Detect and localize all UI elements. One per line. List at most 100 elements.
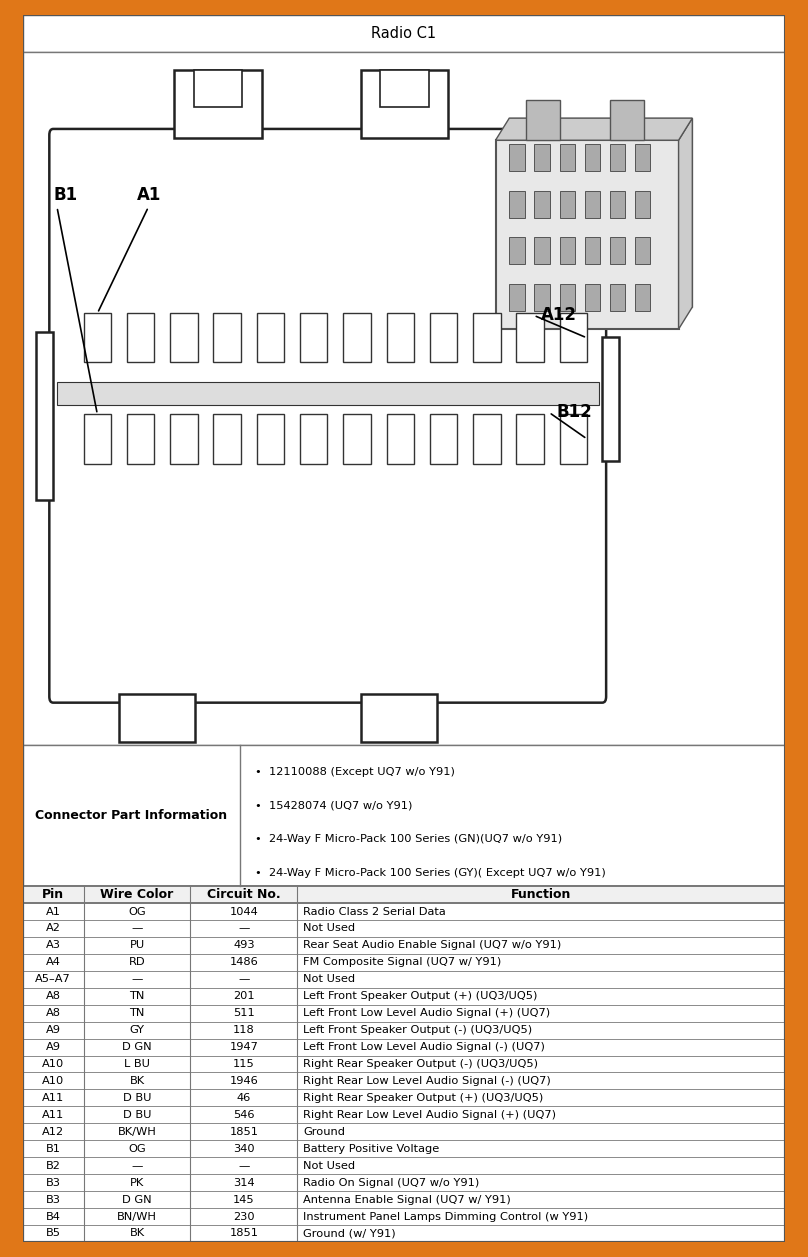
Bar xyxy=(23,886,785,903)
Text: B3: B3 xyxy=(45,1178,61,1188)
Bar xyxy=(23,52,785,745)
Bar xyxy=(127,415,154,464)
Bar xyxy=(23,15,785,52)
Text: Rear Seat Audio Enable Signal (UQ7 w/o Y91): Rear Seat Audio Enable Signal (UQ7 w/o Y… xyxy=(303,940,562,950)
Text: 1851: 1851 xyxy=(229,1126,259,1136)
Bar xyxy=(360,694,437,742)
Text: D BU: D BU xyxy=(123,1092,151,1102)
Text: Not Used: Not Used xyxy=(303,974,356,984)
Text: A12: A12 xyxy=(541,307,577,324)
Bar xyxy=(560,415,587,464)
Bar xyxy=(635,191,650,217)
Bar xyxy=(300,313,327,362)
Polygon shape xyxy=(495,118,692,141)
Text: 201: 201 xyxy=(233,992,255,1002)
Text: Radio C1: Radio C1 xyxy=(372,26,436,41)
Bar xyxy=(585,284,600,310)
Text: Left Front Low Level Audio Signal (+) (UQ7): Left Front Low Level Audio Signal (+) (U… xyxy=(303,1008,550,1018)
Bar xyxy=(516,415,544,464)
Bar xyxy=(610,284,625,310)
Text: D BU: D BU xyxy=(123,1110,151,1120)
Text: L BU: L BU xyxy=(124,1060,150,1068)
Text: Left Front Speaker Output (+) (UQ3/UQ5): Left Front Speaker Output (+) (UQ3/UQ5) xyxy=(303,992,537,1002)
Text: PU: PU xyxy=(129,940,145,950)
Text: OG: OG xyxy=(128,1144,146,1154)
Text: B4: B4 xyxy=(46,1212,61,1222)
Bar xyxy=(602,337,619,461)
Bar xyxy=(170,415,198,464)
Bar xyxy=(585,238,600,264)
Text: 145: 145 xyxy=(233,1194,255,1204)
Text: 511: 511 xyxy=(233,1008,255,1018)
Bar xyxy=(386,415,414,464)
Text: TN: TN xyxy=(129,992,145,1002)
Text: Not Used: Not Used xyxy=(303,1160,356,1170)
Text: 1851: 1851 xyxy=(229,1228,259,1238)
Text: —: — xyxy=(238,974,250,984)
Text: 46: 46 xyxy=(237,1092,251,1102)
Text: Right Rear Speaker Output (+) (UQ3/UQ5): Right Rear Speaker Output (+) (UQ3/UQ5) xyxy=(303,1092,544,1102)
Text: •  15428074 (UQ7 w/o Y91): • 15428074 (UQ7 w/o Y91) xyxy=(255,801,413,811)
Bar xyxy=(534,238,549,264)
Text: 546: 546 xyxy=(233,1110,255,1120)
Text: D GN: D GN xyxy=(122,1194,152,1204)
Text: Circuit No.: Circuit No. xyxy=(207,889,280,901)
FancyBboxPatch shape xyxy=(49,129,606,703)
Text: OG: OG xyxy=(128,906,146,916)
Text: Left Front Speaker Output (-) (UQ3/UQ5): Left Front Speaker Output (-) (UQ3/UQ5) xyxy=(303,1026,532,1036)
Text: A8: A8 xyxy=(45,1008,61,1018)
Text: 1044: 1044 xyxy=(229,906,259,916)
Bar xyxy=(610,238,625,264)
Bar xyxy=(635,238,650,264)
Text: A3: A3 xyxy=(45,940,61,950)
Text: 1946: 1946 xyxy=(229,1076,259,1086)
Text: Radio On Signal (UQ7 w/o Y91): Radio On Signal (UQ7 w/o Y91) xyxy=(303,1178,480,1188)
Bar xyxy=(610,143,625,171)
Text: Function: Function xyxy=(511,889,571,901)
Text: A10: A10 xyxy=(42,1060,65,1068)
Bar xyxy=(300,415,327,464)
Bar xyxy=(534,284,549,310)
Bar xyxy=(57,382,599,405)
Bar xyxy=(343,313,371,362)
Text: —: — xyxy=(132,924,143,934)
Text: B1: B1 xyxy=(53,186,78,205)
Text: 493: 493 xyxy=(233,940,255,950)
Bar xyxy=(585,191,600,217)
Bar xyxy=(560,313,587,362)
Bar xyxy=(509,191,524,217)
Text: Wire Color: Wire Color xyxy=(100,889,174,901)
Bar xyxy=(534,191,549,217)
Bar xyxy=(174,70,262,137)
Text: •  24-Way F Micro-Pack 100 Series (GY)( Except UQ7 w/o Y91): • 24-Way F Micro-Pack 100 Series (GY)( E… xyxy=(255,867,606,877)
Text: 1486: 1486 xyxy=(229,958,259,968)
Text: Left Front Low Level Audio Signal (-) (UQ7): Left Front Low Level Audio Signal (-) (U… xyxy=(303,1042,545,1052)
Text: Antenna Enable Signal (UQ7 w/ Y91): Antenna Enable Signal (UQ7 w/ Y91) xyxy=(303,1194,511,1204)
Bar xyxy=(430,415,457,464)
Bar xyxy=(610,99,644,141)
Bar xyxy=(84,415,112,464)
Bar xyxy=(257,415,284,464)
Bar xyxy=(516,313,544,362)
Text: Battery Positive Voltage: Battery Positive Voltage xyxy=(303,1144,440,1154)
Text: Instrument Panel Lamps Dimming Control (w Y91): Instrument Panel Lamps Dimming Control (… xyxy=(303,1212,588,1222)
Bar xyxy=(430,313,457,362)
Text: A2: A2 xyxy=(46,924,61,934)
Text: —: — xyxy=(132,1160,143,1170)
Bar xyxy=(84,313,112,362)
Text: Right Rear Speaker Output (-) (UQ3/UQ5): Right Rear Speaker Output (-) (UQ3/UQ5) xyxy=(303,1060,538,1068)
Text: FM Composite Signal (UQ7 w/ Y91): FM Composite Signal (UQ7 w/ Y91) xyxy=(303,958,502,968)
Text: Right Rear Low Level Audio Signal (-) (UQ7): Right Rear Low Level Audio Signal (-) (U… xyxy=(303,1076,551,1086)
Bar xyxy=(495,141,679,329)
Text: BK: BK xyxy=(129,1228,145,1238)
Bar xyxy=(635,143,650,171)
Text: A11: A11 xyxy=(42,1092,65,1102)
Text: D GN: D GN xyxy=(122,1042,152,1052)
Bar xyxy=(257,313,284,362)
Bar xyxy=(509,143,524,171)
Text: A5–A7: A5–A7 xyxy=(36,974,71,984)
Text: GY: GY xyxy=(129,1026,145,1036)
Text: 1947: 1947 xyxy=(229,1042,259,1052)
Text: B12: B12 xyxy=(557,403,592,421)
Bar xyxy=(560,238,574,264)
